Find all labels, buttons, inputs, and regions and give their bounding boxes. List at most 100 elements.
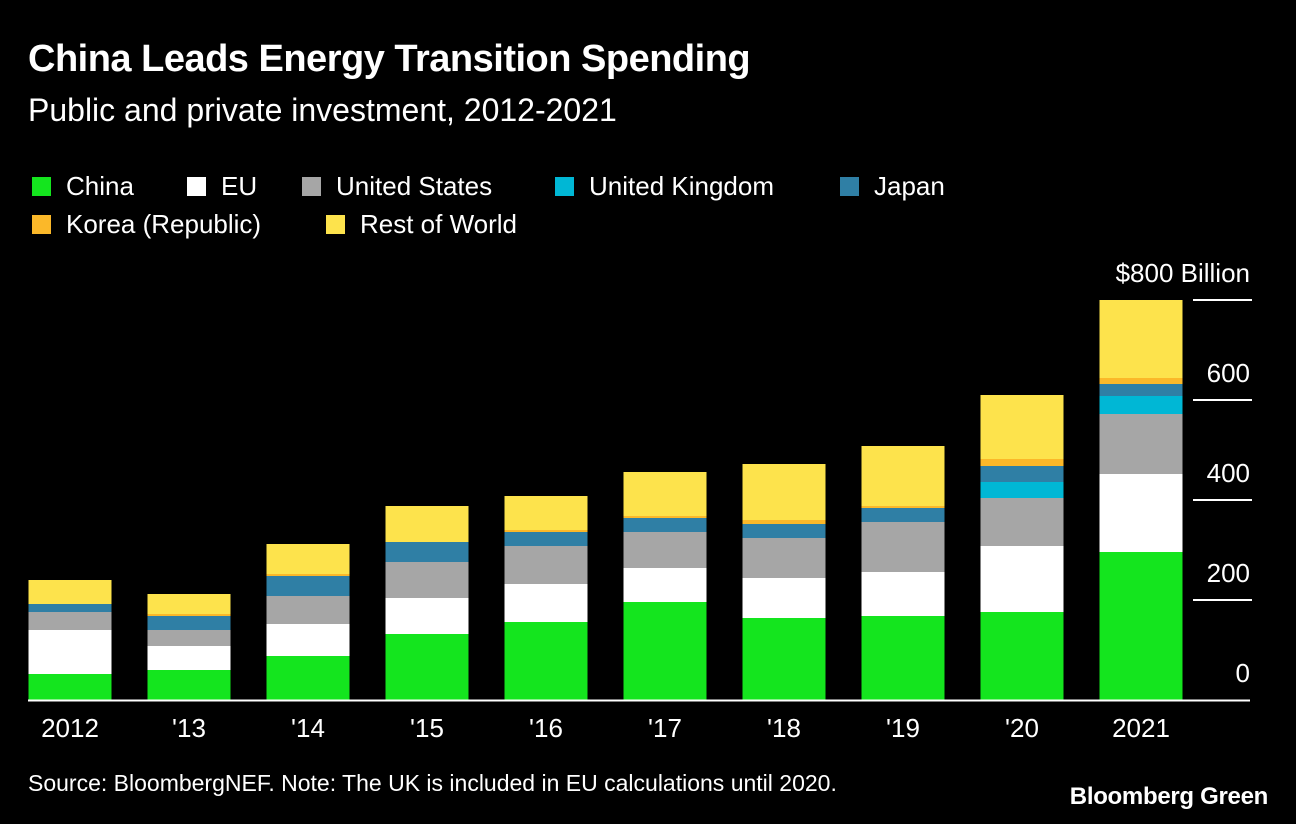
- bar-segment-japan-3: [385, 542, 469, 562]
- bar-segment-eu-7: [861, 572, 945, 616]
- bar-segment-eu-2: [266, 624, 350, 656]
- x-tick-label: '13: [172, 713, 206, 743]
- bar-segment-china-8: [980, 612, 1064, 700]
- bar-segment-japan-9: [1099, 384, 1183, 396]
- bar-segment-united-kingdom-9: [1099, 396, 1183, 414]
- legend-item-eu: EU: [187, 171, 257, 201]
- x-tick-label: 2021: [1112, 713, 1170, 743]
- y-tick-label: 400: [1207, 458, 1250, 488]
- bar-segment-japan-6: [742, 524, 826, 538]
- bar-segment-rest-of-world-3: [385, 506, 469, 542]
- bar-segment-united-states-3: [385, 562, 469, 598]
- y-tick-label: $800 Billion: [1116, 258, 1250, 288]
- bar-segment-korea-republic--6: [742, 520, 826, 524]
- legend-item-china: China: [32, 171, 134, 201]
- bar-segment-korea-republic--4: [504, 530, 588, 532]
- bar-segment-china-9: [1099, 552, 1183, 700]
- bar-segment-rest-of-world-8: [980, 395, 1064, 459]
- legend-swatch-united-kingdom: [555, 176, 574, 196]
- bar-segment-eu-0: [28, 630, 112, 674]
- bar-segment-china-5: [623, 602, 707, 700]
- legend-swatch-japan: [840, 176, 859, 196]
- legend-label-eu: EU: [221, 170, 258, 201]
- bar-segment-korea-republic--5: [623, 516, 707, 518]
- bar-segment-united-states-1: [147, 630, 231, 646]
- bar-segment-united-states-7: [861, 522, 945, 572]
- bar-segment-china-6: [742, 618, 826, 700]
- bar-segment-rest-of-world-4: [504, 496, 588, 530]
- bar-segment-korea-republic--9: [1099, 378, 1183, 384]
- legend-item-japan: Japan: [840, 171, 945, 201]
- chart-title: China Leads Energy Transition Spending: [28, 38, 751, 80]
- x-tick-label: 2012: [41, 713, 99, 743]
- bar-segment-rest-of-world-9: [1099, 300, 1183, 378]
- bar-segment-korea-republic--7: [861, 506, 945, 508]
- brand-logo: Bloomberg Green: [1069, 783, 1269, 810]
- bar-segment-united-states-4: [504, 546, 588, 584]
- bar-segment-united-states-2: [266, 596, 350, 624]
- bar-segment-united-states-5: [623, 532, 707, 568]
- bar-segment-china-0: [28, 674, 112, 700]
- bar-segment-korea-republic--1: [147, 614, 231, 616]
- bar-segment-china-1: [147, 670, 231, 700]
- bar-segment-eu-8: [980, 546, 1064, 612]
- source-note: Source: BloombergNEF. Note: The UK is in…: [28, 770, 837, 796]
- y-tick-label: 600: [1207, 358, 1250, 388]
- bar-segment-eu-3: [385, 598, 469, 634]
- legend-label-united-states: United States: [336, 170, 493, 201]
- legend-label-united-kingdom: United Kingdom: [589, 170, 774, 201]
- legend-swatch-eu: [187, 176, 206, 196]
- bar-segment-rest-of-world-7: [861, 446, 945, 506]
- bar-segment-eu-4: [504, 584, 588, 622]
- bar-segment-japan-2: [266, 576, 350, 596]
- bar-segment-china-7: [861, 616, 945, 700]
- legend-label-china: China: [66, 170, 134, 201]
- bar-segment-united-kingdom-8: [980, 482, 1064, 498]
- bar-segment-rest-of-world-2: [266, 544, 350, 574]
- bar-segment-japan-7: [861, 508, 945, 522]
- bar-segment-eu-6: [742, 578, 826, 618]
- bar-segment-japan-8: [980, 466, 1064, 482]
- bar-segment-rest-of-world-0: [28, 580, 112, 604]
- legend-label-japan: Japan: [874, 170, 945, 201]
- bar-segment-china-4: [504, 622, 588, 700]
- legend-swatch-korea: [32, 214, 51, 234]
- bar-segment-japan-0: [28, 604, 112, 612]
- bar-segment-eu-9: [1099, 474, 1183, 552]
- bar-segment-rest-of-world-1: [147, 594, 231, 614]
- bar-segment-united-states-9: [1099, 414, 1183, 474]
- x-tick-label: '19: [886, 713, 920, 743]
- legend-swatch-china: [32, 176, 51, 196]
- legend-item-united-states: United States: [302, 171, 492, 201]
- bar-segment-eu-5: [623, 568, 707, 602]
- legend-item-rest-of-world: Rest of World: [326, 209, 517, 239]
- bar-segment-korea-republic--2: [266, 574, 350, 576]
- legend-swatch-rest-of-world: [326, 214, 345, 234]
- bar-segment-united-states-0: [28, 612, 112, 630]
- x-tick-label: '17: [648, 713, 682, 743]
- x-tick-label: '16: [529, 713, 563, 743]
- bar-segment-china-3: [385, 634, 469, 700]
- legend-item-united-kingdom: United Kingdom: [555, 171, 774, 201]
- bar-segment-china-2: [266, 656, 350, 700]
- legend-item-korea: Korea (Republic): [32, 209, 261, 239]
- legend-swatch-united-states: [302, 176, 321, 196]
- y-tick-label: 200: [1207, 558, 1250, 588]
- bar-segment-rest-of-world-5: [623, 472, 707, 516]
- bar-segment-eu-1: [147, 646, 231, 670]
- bar-segment-united-states-6: [742, 538, 826, 578]
- chart-subtitle: Public and private investment, 2012-2021: [28, 92, 617, 128]
- x-tick-label: '15: [410, 713, 444, 743]
- bar-segment-rest-of-world-6: [742, 464, 826, 520]
- x-tick-label: '14: [291, 713, 325, 743]
- bar-segment-japan-1: [147, 616, 231, 630]
- x-tick-label: '20: [1005, 713, 1039, 743]
- bar-segment-japan-5: [623, 518, 707, 532]
- bar-segment-japan-4: [504, 532, 588, 546]
- x-tick-label: '18: [767, 713, 801, 743]
- bar-segment-korea-republic--8: [980, 459, 1064, 466]
- legend-label-rest-of-world: Rest of World: [360, 208, 518, 239]
- bar-segment-united-states-8: [980, 498, 1064, 546]
- legend-label-korea: Korea (Republic): [66, 208, 262, 239]
